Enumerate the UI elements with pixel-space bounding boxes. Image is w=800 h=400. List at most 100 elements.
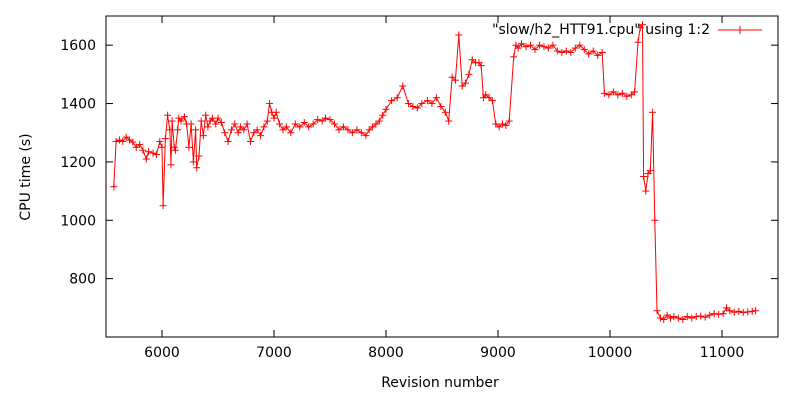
data-point xyxy=(418,100,426,108)
data-point xyxy=(177,117,185,125)
data-point xyxy=(365,126,373,134)
data-point xyxy=(227,126,235,134)
data-point xyxy=(388,97,396,105)
data-point xyxy=(192,126,200,134)
data-point xyxy=(357,129,365,137)
data-point xyxy=(638,21,646,29)
data-point xyxy=(627,91,635,99)
data-point xyxy=(195,152,203,160)
data-point xyxy=(168,117,176,125)
data-point xyxy=(663,311,671,319)
data-point xyxy=(730,308,738,316)
y-tick-label: 1000 xyxy=(60,213,96,229)
data-point xyxy=(272,108,280,116)
series-line xyxy=(113,23,756,321)
data-point xyxy=(679,315,687,323)
x-tick-label: 9000 xyxy=(480,345,516,361)
data-point xyxy=(167,161,175,169)
data-point xyxy=(372,120,380,128)
data-point xyxy=(204,123,212,131)
data-point xyxy=(115,136,123,144)
data-point xyxy=(451,76,459,84)
data-point xyxy=(224,137,232,145)
data-point xyxy=(119,137,127,145)
data-point xyxy=(152,151,160,159)
data-point xyxy=(666,314,674,322)
data-point xyxy=(189,158,197,166)
data-point xyxy=(656,314,664,322)
data-point xyxy=(697,312,705,320)
data-point xyxy=(692,313,700,321)
data-point xyxy=(214,114,222,122)
legend-marker-sample xyxy=(736,26,744,34)
data-point xyxy=(291,120,299,128)
data-point xyxy=(726,307,734,315)
data-point xyxy=(631,88,639,96)
data-point xyxy=(234,129,242,137)
data-point xyxy=(553,47,561,55)
data-point xyxy=(531,46,539,54)
data-point xyxy=(432,94,440,102)
data-point xyxy=(110,183,118,191)
data-point xyxy=(136,140,144,148)
data-point xyxy=(339,123,347,131)
data-point xyxy=(309,120,317,128)
data-point xyxy=(744,308,752,316)
data-point xyxy=(348,129,356,137)
data-point xyxy=(330,120,338,128)
data-point xyxy=(706,311,714,319)
data-point xyxy=(739,308,747,316)
data-point xyxy=(683,313,691,321)
data-point xyxy=(159,202,167,210)
data-point xyxy=(752,307,760,315)
data-point xyxy=(375,117,383,125)
data-point xyxy=(465,70,473,78)
data-point xyxy=(498,120,506,128)
data-point xyxy=(122,133,130,141)
x-tick-label: 11000 xyxy=(700,345,745,361)
data-point xyxy=(132,143,140,151)
y-tick-label: 1200 xyxy=(60,155,96,171)
x-tick-label: 7000 xyxy=(256,345,292,361)
data-point xyxy=(505,117,513,125)
data-point xyxy=(544,44,552,52)
data-point xyxy=(594,51,602,59)
data-point xyxy=(318,117,326,125)
data-point xyxy=(300,119,308,127)
data-point xyxy=(609,88,617,96)
data-point xyxy=(437,102,445,110)
data-point xyxy=(510,53,518,61)
data-point xyxy=(589,47,597,55)
data-point xyxy=(409,102,417,110)
data-point xyxy=(253,126,261,134)
data-point xyxy=(688,314,696,322)
data-point xyxy=(314,116,322,124)
x-tick-label: 6000 xyxy=(144,345,180,361)
data-point xyxy=(660,315,668,323)
data-point xyxy=(142,155,150,163)
data-point xyxy=(576,41,584,49)
data-point xyxy=(502,121,510,129)
data-point xyxy=(170,143,178,151)
data-point xyxy=(428,100,436,108)
data-point xyxy=(640,173,648,180)
data-point xyxy=(722,304,730,312)
x-axis-label: Revision number xyxy=(381,375,499,391)
data-point xyxy=(112,137,120,145)
data-point xyxy=(653,307,661,315)
x-tick-label: 10000 xyxy=(588,345,633,361)
data-point xyxy=(236,123,244,131)
legend: "slow/h2_HTT91.cpu" using 1:2 xyxy=(492,22,762,38)
data-point xyxy=(149,149,157,157)
data-point xyxy=(369,123,377,131)
data-point xyxy=(305,123,313,131)
data-point xyxy=(562,47,570,55)
data-point xyxy=(180,113,188,121)
y-tick-label: 1600 xyxy=(60,38,96,54)
data-point xyxy=(129,138,137,146)
data-point xyxy=(379,111,387,119)
data-point xyxy=(250,129,258,137)
data-point xyxy=(522,43,530,51)
data-point xyxy=(344,126,352,134)
